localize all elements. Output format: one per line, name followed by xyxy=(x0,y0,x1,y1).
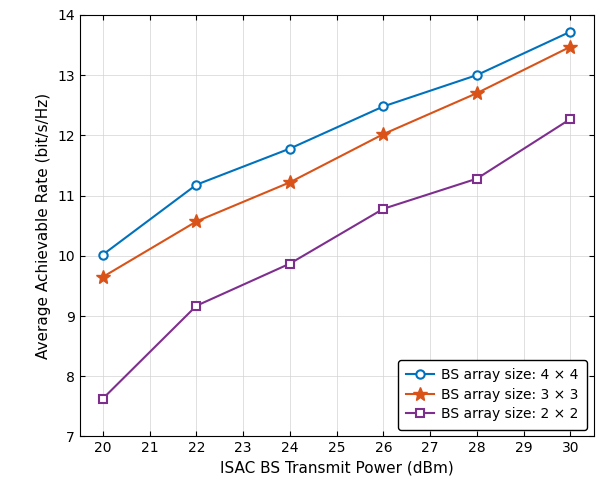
BS array size: 3 × 3: (22, 10.6): 3 × 3: (22, 10.6) xyxy=(193,219,200,225)
BS array size: 3 × 3: (26, 12): 3 × 3: (26, 12) xyxy=(379,131,387,137)
Line: BS array size: 2 × 2: BS array size: 2 × 2 xyxy=(99,115,575,403)
BS array size: 2 × 2: (22, 9.17): 2 × 2: (22, 9.17) xyxy=(193,303,200,309)
BS array size: 4 × 4: (30, 13.7): 4 × 4: (30, 13.7) xyxy=(567,29,574,35)
Line: BS array size: 4 × 4: BS array size: 4 × 4 xyxy=(99,28,575,259)
BS array size: 3 × 3: (30, 13.5): 3 × 3: (30, 13.5) xyxy=(567,44,574,50)
BS array size: 2 × 2: (26, 10.8): 2 × 2: (26, 10.8) xyxy=(379,206,387,212)
BS array size: 2 × 2: (20, 7.63): 2 × 2: (20, 7.63) xyxy=(99,396,106,402)
BS array size: 2 × 2: (28, 11.3): 2 × 2: (28, 11.3) xyxy=(473,176,480,182)
BS array size: 2 × 2: (24, 9.87): 2 × 2: (24, 9.87) xyxy=(286,261,294,267)
BS array size: 3 × 3: (24, 11.2): 3 × 3: (24, 11.2) xyxy=(286,180,294,186)
BS array size: 4 × 4: (22, 11.2): 4 × 4: (22, 11.2) xyxy=(193,182,200,187)
BS array size: 3 × 3: (28, 12.7): 3 × 3: (28, 12.7) xyxy=(473,90,480,96)
BS array size: 3 × 3: (20, 9.65): 3 × 3: (20, 9.65) xyxy=(99,274,106,280)
X-axis label: ISAC BS Transmit Power (dBm): ISAC BS Transmit Power (dBm) xyxy=(220,461,453,476)
Legend: BS array size: 4 × 4, BS array size: 3 × 3, BS array size: 2 × 2: BS array size: 4 × 4, BS array size: 3 ×… xyxy=(398,360,587,430)
BS array size: 4 × 4: (28, 13): 4 × 4: (28, 13) xyxy=(473,72,480,78)
BS array size: 2 × 2: (30, 12.3): 2 × 2: (30, 12.3) xyxy=(567,116,574,122)
BS array size: 4 × 4: (24, 11.8): 4 × 4: (24, 11.8) xyxy=(286,146,294,152)
BS array size: 4 × 4: (20, 10): 4 × 4: (20, 10) xyxy=(99,251,106,257)
Line: BS array size: 3 × 3: BS array size: 3 × 3 xyxy=(96,40,577,284)
Y-axis label: Average Achievable Rate (bit/s/Hz): Average Achievable Rate (bit/s/Hz) xyxy=(36,93,51,359)
BS array size: 4 × 4: (26, 12.5): 4 × 4: (26, 12.5) xyxy=(379,104,387,110)
